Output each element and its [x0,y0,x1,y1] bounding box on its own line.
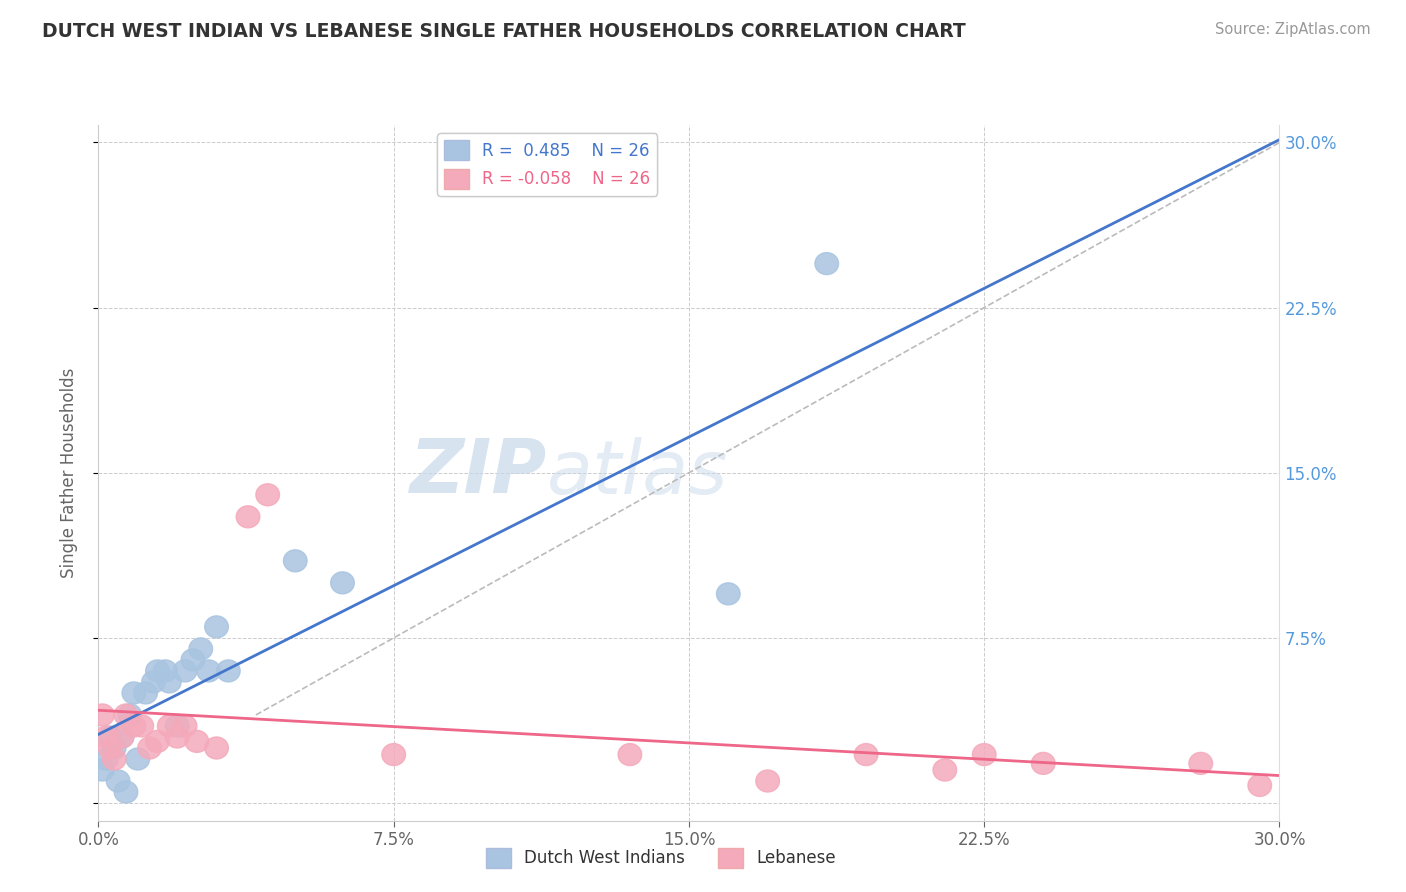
Ellipse shape [205,615,228,638]
Ellipse shape [619,744,641,765]
Ellipse shape [94,748,118,770]
Ellipse shape [330,572,354,594]
Ellipse shape [157,715,181,737]
Ellipse shape [103,748,127,770]
Ellipse shape [129,715,153,737]
Ellipse shape [107,770,129,792]
Ellipse shape [284,549,307,572]
Ellipse shape [217,660,240,681]
Ellipse shape [181,648,205,671]
Ellipse shape [973,744,995,765]
Ellipse shape [138,737,162,759]
Ellipse shape [934,759,956,781]
Ellipse shape [110,726,134,748]
Text: atlas: atlas [547,437,728,508]
Legend: R =  0.485    N = 26, R = -0.058    N = 26: R = 0.485 N = 26, R = -0.058 N = 26 [437,133,657,195]
Ellipse shape [98,737,122,759]
Ellipse shape [157,671,181,693]
Ellipse shape [118,704,142,726]
Ellipse shape [186,731,208,752]
Text: DUTCH WEST INDIAN VS LEBANESE SINGLE FATHER HOUSEHOLDS CORRELATION CHART: DUTCH WEST INDIAN VS LEBANESE SINGLE FAT… [42,22,966,41]
Text: Source: ZipAtlas.com: Source: ZipAtlas.com [1215,22,1371,37]
Ellipse shape [90,759,114,781]
Ellipse shape [855,744,877,765]
Ellipse shape [1032,752,1054,774]
Ellipse shape [1189,752,1212,774]
Ellipse shape [127,748,149,770]
Ellipse shape [142,671,166,693]
Ellipse shape [114,781,138,803]
Ellipse shape [256,483,280,506]
Ellipse shape [756,770,779,792]
Text: ZIP: ZIP [411,436,547,509]
Ellipse shape [188,638,212,660]
Ellipse shape [103,737,127,759]
Ellipse shape [173,660,197,681]
Ellipse shape [134,681,157,704]
Ellipse shape [153,660,177,681]
Ellipse shape [197,660,221,681]
Ellipse shape [166,726,188,748]
Ellipse shape [122,681,146,704]
Legend: Dutch West Indians, Lebanese: Dutch West Indians, Lebanese [479,841,842,875]
Ellipse shape [90,704,114,726]
Ellipse shape [98,726,122,748]
Ellipse shape [382,744,405,765]
Ellipse shape [122,715,146,737]
Ellipse shape [166,715,188,737]
Y-axis label: Single Father Households: Single Father Households [59,368,77,578]
Ellipse shape [146,660,169,681]
Ellipse shape [205,737,228,759]
Ellipse shape [1249,774,1271,797]
Ellipse shape [717,582,740,605]
Ellipse shape [146,731,169,752]
Ellipse shape [815,252,838,275]
Ellipse shape [114,704,138,726]
Ellipse shape [94,726,118,748]
Ellipse shape [236,506,260,528]
Ellipse shape [173,715,197,737]
Ellipse shape [110,726,134,748]
